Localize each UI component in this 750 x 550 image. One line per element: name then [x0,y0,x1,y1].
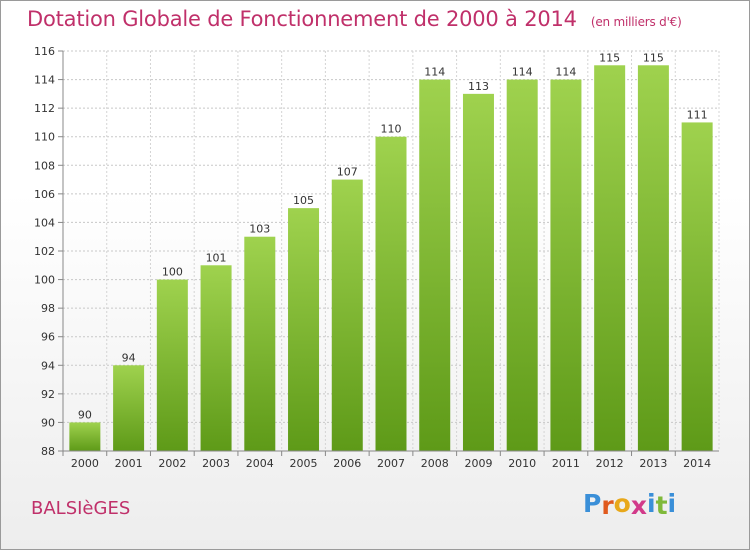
x-tick-label: 2009 [464,457,492,470]
bar [375,136,407,451]
bar-value-label: 114 [512,66,533,79]
y-tick-label: 108 [34,159,55,172]
bar [288,208,320,451]
x-tick-label: 2011 [552,457,580,470]
y-tick-label: 90 [41,416,55,429]
bar-value-label: 110 [381,123,402,136]
bar [156,279,188,451]
y-tick-label: 104 [34,216,55,229]
x-tick-label: 2012 [596,457,624,470]
bar [113,365,145,451]
x-tick-label: 2006 [333,457,361,470]
y-tick-label: 110 [34,131,55,144]
proxiti-logo: Proxiti [583,489,677,520]
y-tick-label: 114 [34,74,55,87]
bar [462,93,494,451]
bar [200,265,232,451]
bar-value-label: 115 [643,51,664,64]
bar [594,65,626,452]
y-tick-label: 92 [41,388,55,401]
chart-title: Dotation Globale de Fonctionnement de 20… [27,7,682,31]
bar-value-label: 111 [687,108,708,121]
logo-letter: i [667,489,677,518]
bar [244,236,276,451]
x-tick-label: 2003 [202,457,230,470]
x-tick-label: 2000 [71,457,99,470]
bar-value-label: 107 [337,166,358,179]
bar [506,79,538,452]
y-tick-label: 94 [41,359,55,372]
bar-value-label: 114 [555,66,576,79]
bar-value-label: 100 [162,266,183,279]
bar [681,122,713,451]
bar [419,79,451,452]
bar [637,65,669,452]
y-tick-label: 88 [41,445,55,458]
x-tick-label: 2002 [158,457,186,470]
bar-value-label: 114 [424,66,445,79]
y-tick-label: 112 [34,102,55,115]
logo-letter: i [647,489,656,518]
x-tick-label: 2001 [115,457,143,470]
bar-value-label: 94 [122,351,136,364]
x-tick-label: 2005 [290,457,318,470]
logo-letter: P [583,489,602,518]
bar [331,179,363,452]
logo-letter: o [613,489,631,518]
y-tick-label: 100 [34,274,55,287]
bar [550,79,582,452]
commune-name: BALSIèGES [31,498,131,519]
y-tick-label: 106 [34,188,55,201]
x-tick-label: 2014 [683,457,711,470]
bar-value-label: 115 [599,51,620,64]
logo-letter: r [601,491,614,520]
x-tick-label: 2008 [421,457,449,470]
y-tick-label: 102 [34,245,55,258]
y-tick-label: 96 [41,331,55,344]
x-tick-label: 2013 [639,457,667,470]
logo-letter: t [655,491,668,520]
bar-value-label: 90 [78,408,92,421]
bar-value-label: 101 [206,251,227,264]
chart-subtitle: (en milliers d'€) [590,15,682,29]
y-tick-label: 116 [34,45,55,58]
logo-letter: x [630,491,647,520]
title-text: Dotation Globale de Fonctionnement de 20… [27,7,577,31]
x-tick-label: 2010 [508,457,536,470]
bar-value-label: 103 [249,223,270,236]
x-tick-label: 2004 [246,457,274,470]
bar-value-label: 113 [468,80,489,93]
x-tick-label: 2007 [377,457,405,470]
bar-value-label: 105 [293,194,314,207]
bar [69,422,101,451]
y-tick-label: 98 [41,302,55,315]
